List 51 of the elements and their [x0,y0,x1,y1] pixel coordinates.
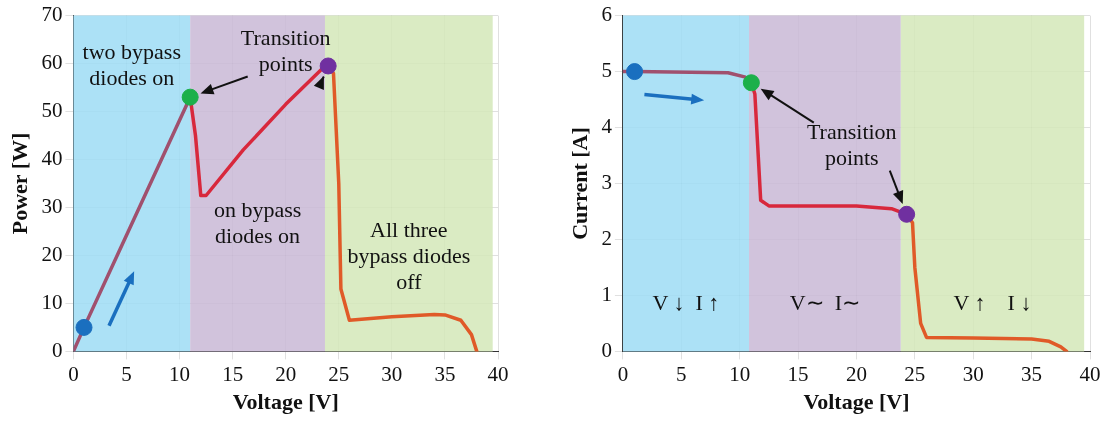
y-tick-label: 40 [41,146,63,171]
x-tick-label: 10 [729,361,751,386]
x-tick-label: 35 [434,361,456,386]
y-tick-label: 20 [41,241,63,266]
y-tick-label: 10 [41,289,63,314]
y-axis-title: Current [A] [566,127,592,240]
point [742,74,760,92]
x-tick-label: 35 [1021,361,1043,386]
y-tick-label: 5 [601,58,612,83]
point [626,63,644,81]
band-label: on bypass diodes on [213,196,302,248]
x-tick-label: 10 [169,361,191,386]
x-tick-label: 25 [904,361,926,386]
annotation: Transition points [240,25,331,77]
annotation: Transition points [806,119,897,171]
x-tick-label: 0 [68,361,79,386]
x-tick-label: 40 [487,361,509,386]
x-tick-label: 0 [617,361,629,386]
x-tick-label: 20 [845,361,867,386]
y-tick-label: 0 [51,337,63,362]
x-axis-title: Voltage [V] [803,389,910,415]
point [898,205,916,223]
y-tick-label: 1 [601,281,612,306]
x-tick-label: 15 [787,361,809,386]
x-tick-label: 5 [676,361,687,386]
y-axis-title: Power [W] [6,132,32,235]
x-axis-title: Voltage [V] [232,389,339,415]
x-tick-label: 15 [222,361,244,386]
point [75,318,93,336]
y-tick-label: 4 [601,114,613,139]
band-label: two bypass diodes on [82,38,181,90]
y-tick-label: 2 [601,225,612,250]
x-tick-label: 20 [275,361,297,386]
band-label: V ↓ I ↑ [652,290,720,316]
point [181,88,199,106]
band-label: All three bypass diodes off [347,217,471,295]
x-tick-label: 30 [962,361,984,386]
y-tick-label: 3 [601,170,612,195]
point [319,57,337,75]
y-tick-label: 6 [601,2,612,27]
x-tick-label: 5 [121,361,132,386]
band-label: V∼ I∼ [789,290,861,316]
y-tick-label: 60 [41,50,63,75]
x-tick-label: 30 [381,361,403,386]
band-label: V ↑ I ↓ [953,290,1032,316]
y-tick-label: 70 [41,2,63,27]
x-tick-label: 40 [1079,361,1101,386]
x-tick-label: 25 [328,361,350,386]
y-tick-label: 0 [601,337,612,362]
y-tick-label: 30 [41,194,63,218]
y-tick-label: 50 [41,98,63,123]
